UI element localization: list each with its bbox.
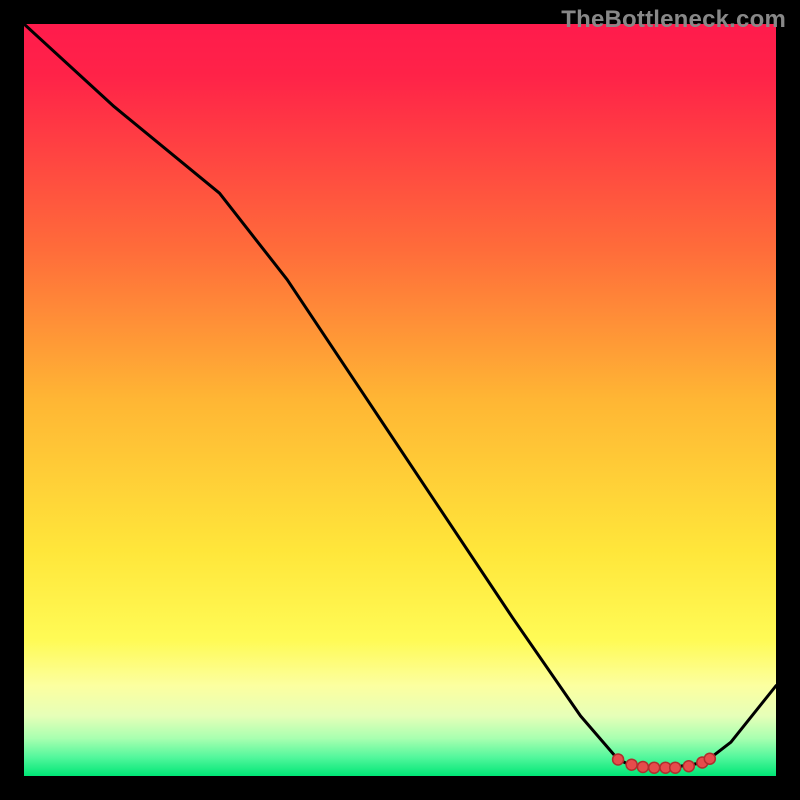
marker-point xyxy=(613,754,624,765)
marker-point xyxy=(670,762,681,773)
marker-point xyxy=(626,759,637,770)
marker-point xyxy=(637,761,648,772)
marker-point xyxy=(649,762,660,773)
marker-point xyxy=(704,753,715,764)
watermark-text: TheBottleneck.com xyxy=(561,6,786,34)
gradient-background xyxy=(24,24,776,776)
marker-point xyxy=(683,761,694,772)
bottleneck-chart xyxy=(0,0,800,800)
